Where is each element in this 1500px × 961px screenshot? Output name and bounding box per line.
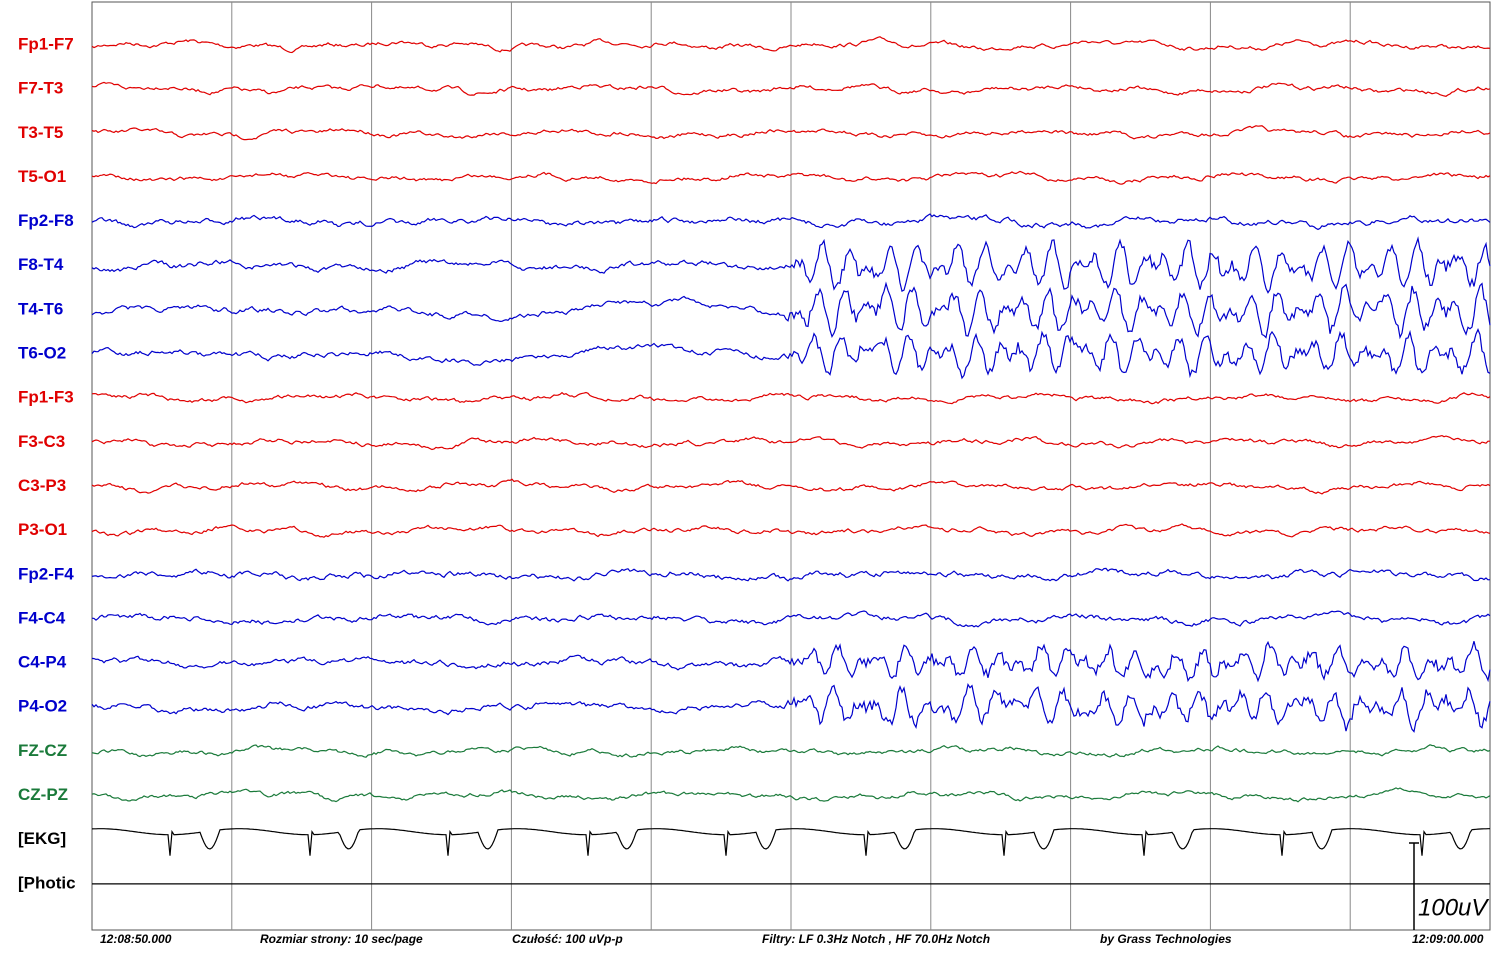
- channel-label: Fp2-F8: [18, 211, 74, 230]
- channel-label: P4-O2: [18, 697, 67, 716]
- start-time: 12:08:50.000: [100, 932, 172, 946]
- waveform: [91, 434, 1490, 451]
- channel-label: T4-T6: [18, 299, 63, 318]
- channel-label: C3-P3: [18, 476, 66, 495]
- waveform: [91, 391, 1491, 405]
- waveform: [91, 478, 1491, 495]
- waveform: [91, 81, 1491, 97]
- waveform: [91, 213, 1491, 231]
- channel-label: Fp1-F7: [18, 34, 74, 53]
- channel-label: Fp1-F3: [18, 388, 74, 407]
- channel-label: P3-O1: [18, 520, 67, 539]
- channel-label: F3-C3: [18, 432, 65, 451]
- waveform: [91, 523, 1491, 538]
- channel-labels: Fp1-F7 F7-T3 T3-T5 T5-O1 Fp2-F8 F8-T4 T4-T6 T6-…: [18, 34, 76, 892]
- waveform: [91, 281, 1491, 340]
- channel-label: [EKG]: [18, 829, 66, 848]
- vendor: by Grass Technologies: [1100, 932, 1232, 946]
- channel-label: F4-C4: [18, 608, 66, 627]
- channel-label: F8-T4: [18, 255, 64, 274]
- channel-label: [Photic: [18, 873, 76, 892]
- waveform: [91, 328, 1491, 380]
- waveform: [91, 610, 1491, 628]
- waveform: [91, 787, 1491, 803]
- waveform: [91, 828, 1490, 856]
- channel-label: T3-T5: [18, 123, 63, 142]
- channel-label: F7-T3: [18, 79, 63, 98]
- channel-label: Fp2-F4: [18, 564, 74, 583]
- scale-label: 100uV: [1418, 894, 1489, 921]
- waveform: [91, 640, 1491, 683]
- channel-label: T5-O1: [18, 167, 66, 186]
- time-grid: [231, 2, 1351, 930]
- channel-label: C4-P4: [18, 653, 67, 672]
- waveform: [91, 744, 1491, 758]
- page-size: Rozmiar strony: 10 sec/page: [260, 932, 423, 946]
- waveform: [91, 567, 1491, 582]
- waveform: [91, 36, 1491, 54]
- filters: Filtry: LF 0.3Hz Notch , HF 70.0Hz Notch: [762, 932, 990, 946]
- sensitivity: Czułość: 100 uVp-p: [512, 932, 623, 946]
- waveform: [91, 236, 1491, 294]
- waveform: [91, 683, 1491, 733]
- channel-label: T6-O2: [18, 344, 66, 363]
- end-time: 12:09:00.000: [1412, 932, 1484, 946]
- waveform: [91, 125, 1491, 141]
- channel-label: CZ-PZ: [18, 785, 68, 804]
- waveform: [91, 170, 1491, 185]
- channel-label: FZ-CZ: [18, 741, 67, 760]
- waveforms: [91, 36, 1491, 885]
